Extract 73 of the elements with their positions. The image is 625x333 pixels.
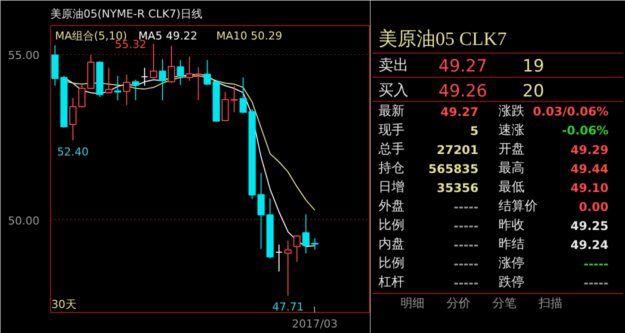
text: 美原油05 CLK7 bbox=[378, 28, 507, 50]
candlestick bbox=[168, 46, 176, 84]
text: ----- bbox=[454, 238, 479, 252]
text: 49.26 bbox=[438, 82, 488, 102]
annotation: 47.71 bbox=[272, 300, 304, 314]
text: 昨收 bbox=[498, 218, 524, 233]
text: 最高 bbox=[498, 160, 524, 176]
candlestick bbox=[51, 44, 59, 86]
candlestick bbox=[293, 234, 301, 262]
candlestick bbox=[275, 244, 283, 272]
candlestick bbox=[114, 75, 122, 101]
candlestick bbox=[132, 79, 140, 101]
annotation: MA10 50.29 bbox=[216, 29, 282, 42]
text: 杠杆 bbox=[378, 274, 404, 290]
text: 最低 bbox=[498, 180, 524, 196]
text: 开盘 bbox=[498, 142, 524, 158]
text: 5 bbox=[470, 124, 479, 138]
chart-title: 美原油05(NYME-R CLK7)日线 bbox=[50, 8, 203, 20]
text: 昨结 bbox=[498, 236, 524, 252]
y-tick-label: 50.00 bbox=[8, 214, 40, 228]
text: 内盘 bbox=[378, 236, 404, 252]
text: 分价 bbox=[446, 296, 470, 310]
candlestick bbox=[69, 97, 77, 141]
text: 49.25 bbox=[570, 218, 609, 233]
text: 外盘 bbox=[378, 198, 404, 214]
candlestick bbox=[158, 58, 166, 101]
text: 持仓 bbox=[378, 161, 404, 176]
candlestick bbox=[176, 59, 184, 86]
text: 49.29 bbox=[570, 143, 609, 158]
text: 0.00 bbox=[578, 200, 608, 214]
text: 49.10 bbox=[570, 181, 609, 196]
text: ----- bbox=[454, 200, 479, 214]
y-tick-label: 55.00 bbox=[8, 48, 40, 62]
text: 结算价 bbox=[498, 198, 538, 214]
candlestick bbox=[123, 74, 130, 106]
text: ----- bbox=[454, 256, 479, 271]
text: ----- bbox=[454, 218, 479, 233]
candlestick bbox=[284, 240, 292, 296]
text: 35356 bbox=[436, 181, 478, 196]
text: 总手 bbox=[378, 142, 404, 158]
text: ----- bbox=[584, 256, 609, 271]
text: 比例 bbox=[378, 256, 404, 271]
text: 27201 bbox=[436, 143, 478, 158]
text: ----- bbox=[584, 276, 609, 290]
annotation: 30天 bbox=[51, 298, 76, 311]
text: 日增 bbox=[378, 180, 404, 196]
text: 扫描 bbox=[538, 296, 562, 310]
text: 比例 bbox=[378, 218, 404, 233]
annotation: 52.40 bbox=[57, 145, 89, 158]
x-tick-label: 2017/03 bbox=[292, 318, 338, 330]
text: 卖出 bbox=[378, 56, 408, 74]
text: 最新 bbox=[378, 104, 404, 120]
text: 跌停 bbox=[498, 274, 524, 290]
text: 0.03/0.06% bbox=[532, 104, 609, 119]
text: 20 bbox=[522, 82, 544, 102]
text: 涨停 bbox=[498, 256, 524, 271]
text: 现手 bbox=[378, 123, 404, 138]
text: ----- bbox=[454, 276, 479, 290]
text: 49.27 bbox=[438, 56, 488, 77]
text: 明细 bbox=[400, 296, 424, 310]
candlestick bbox=[150, 43, 158, 79]
text: 49.44 bbox=[570, 162, 609, 176]
text: 49.24 bbox=[570, 238, 609, 252]
text: 19 bbox=[522, 56, 544, 77]
annotation: 55.32 bbox=[114, 38, 146, 52]
text: 分笔 bbox=[492, 296, 516, 310]
text: 565835 bbox=[428, 162, 479, 176]
text: -0.06% bbox=[562, 124, 609, 138]
text: 买入 bbox=[378, 81, 408, 100]
text: 49.27 bbox=[440, 105, 479, 120]
text: 速涨 bbox=[498, 123, 524, 138]
text: 涨跌 bbox=[498, 104, 524, 120]
candlestick bbox=[105, 67, 112, 94]
